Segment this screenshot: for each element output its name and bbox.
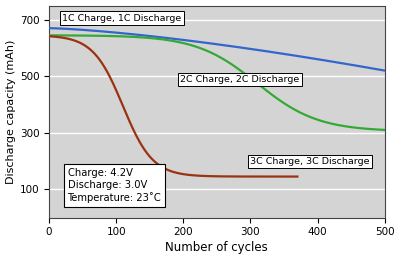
Y-axis label: Discharge capacity (mAh): Discharge capacity (mAh)	[6, 39, 16, 184]
Text: 3C Charge, 3C Discharge: 3C Charge, 3C Discharge	[250, 157, 370, 166]
Text: Charge: 4.2V
Discharge: 3.0V
Temperature: 23˚C: Charge: 4.2V Discharge: 3.0V Temperature…	[68, 168, 161, 203]
Text: 1C Charge, 1C Discharge: 1C Charge, 1C Discharge	[62, 14, 182, 23]
X-axis label: Number of cycles: Number of cycles	[166, 242, 268, 255]
Text: 2C Charge, 2C Discharge: 2C Charge, 2C Discharge	[180, 75, 299, 84]
